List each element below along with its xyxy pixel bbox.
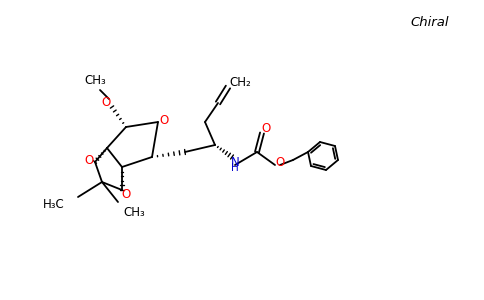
Text: CH₃: CH₃ — [123, 206, 145, 218]
Text: H: H — [231, 163, 239, 173]
Text: O: O — [101, 97, 111, 110]
Text: N: N — [230, 155, 240, 169]
Text: CH₃: CH₃ — [84, 74, 106, 86]
Text: O: O — [84, 154, 93, 167]
Text: H₃C: H₃C — [43, 199, 65, 212]
Text: O: O — [261, 122, 271, 134]
Text: CH₂: CH₂ — [229, 76, 251, 88]
Text: O: O — [159, 115, 168, 128]
Text: O: O — [275, 155, 285, 169]
Text: O: O — [121, 188, 131, 202]
Text: Chiral: Chiral — [411, 16, 449, 28]
